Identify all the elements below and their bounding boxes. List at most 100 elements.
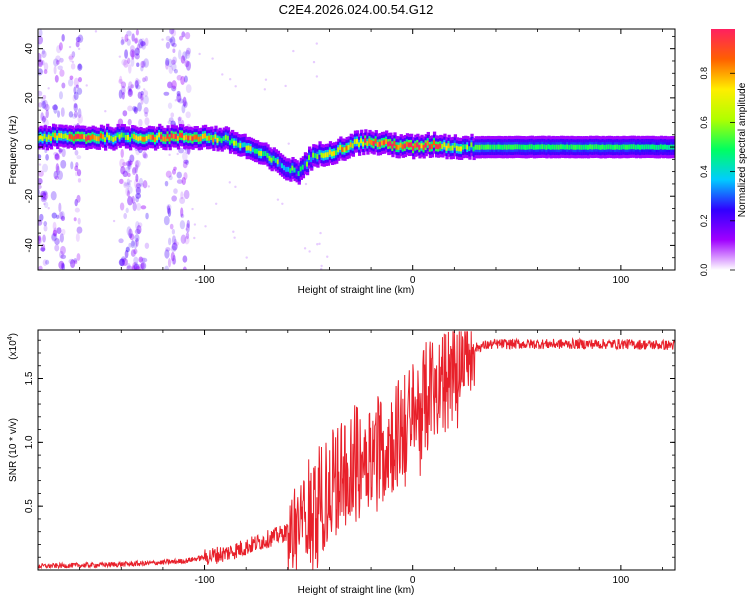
spectrogram-noise-dot bbox=[128, 89, 133, 96]
spectrogram-noise-dot bbox=[125, 207, 129, 214]
spectrogram-noise-dot bbox=[134, 77, 140, 88]
spectrogram-ridge-cell bbox=[83, 134, 87, 140]
spectrogram-noise-dot bbox=[126, 265, 133, 270]
spectrogram-noise-dot bbox=[164, 265, 169, 270]
spectrogram-noise-dot bbox=[76, 253, 81, 261]
spectrogram-panel: -100 0 100 -40 -20 0 20 40 Height of straight … bbox=[8, 28, 676, 296]
spectrogram-ridge-cell bbox=[457, 146, 462, 152]
spectrogram-noise-dot bbox=[134, 234, 140, 242]
spectrogram-noise-dot bbox=[171, 242, 178, 251]
spectrogram-noise-dot bbox=[94, 30, 98, 33]
spectrogram-noise-dot bbox=[73, 258, 78, 263]
spectrogram-noise-dot bbox=[69, 75, 74, 80]
spectrogram-ridge-cell bbox=[566, 144, 570, 150]
spectrogram-noise-dot bbox=[61, 82, 66, 89]
snr-y-exponent-base: (x10 bbox=[8, 340, 19, 360]
spectrogram-noise-dot bbox=[185, 111, 191, 119]
spectrogram-noise-dot bbox=[183, 172, 188, 180]
spectrogram-noise-dot bbox=[171, 42, 177, 48]
snr-panel: -100 0 100 0.5 1.0 1.5 Height of straight li… bbox=[7, 329, 676, 596]
spectrogram-noise-dot bbox=[53, 170, 58, 180]
spectrogram-noise-dot bbox=[72, 94, 77, 102]
spectrogram-x-axis-label: Height of straight line (km) bbox=[298, 285, 415, 296]
spectrogram-noise-dot bbox=[129, 49, 136, 58]
spectrogram-noise-dot bbox=[161, 38, 164, 41]
spectrogram-noise-dot bbox=[214, 202, 218, 205]
spectrogram-noise-dot bbox=[112, 219, 116, 223]
spectrogram-ridge-cell bbox=[162, 136, 166, 142]
spectrogram-ridge-cell bbox=[308, 155, 312, 161]
spectrogram-noise-dot bbox=[128, 64, 132, 74]
spectrogram-noise-dot bbox=[42, 259, 48, 267]
spectrogram-ridge-cell bbox=[139, 135, 143, 141]
spectrogram-noise-dot bbox=[221, 73, 224, 76]
spectrogram-noise-dot bbox=[182, 51, 188, 61]
spectrogram-noise-dot bbox=[133, 256, 139, 265]
spectrogram-noise-dot bbox=[138, 183, 145, 188]
spectrogram-ridge-cell bbox=[668, 144, 672, 150]
spectrogram-noise-dot bbox=[126, 226, 132, 236]
spectrogram-noise-dot bbox=[53, 151, 59, 157]
spectrogram-ridge-cell bbox=[651, 144, 655, 150]
spectrogram-noise-dot bbox=[74, 165, 79, 172]
spectrogram-ridge-cell bbox=[353, 139, 358, 145]
spectrogram-noise-dot bbox=[45, 154, 49, 161]
spectrogram-ridge-cell bbox=[212, 137, 216, 143]
spectrogram-noise-dot bbox=[58, 260, 65, 270]
spectrogram-noise-dot bbox=[172, 48, 176, 53]
spectrogram-noise-dot bbox=[128, 81, 133, 91]
spectrogram-noise-dot bbox=[61, 148, 66, 158]
spectrogram-ridge-cell bbox=[599, 144, 603, 150]
spectrogram-ridge-cell bbox=[626, 144, 630, 150]
spectrogram-ridge-cell bbox=[276, 159, 281, 165]
spectrogram-ridge-cell bbox=[91, 134, 95, 140]
spectrogram-noise-dot bbox=[60, 254, 67, 260]
spectrogram-ridge-cell bbox=[153, 137, 158, 142]
spectrogram-noise-dot bbox=[53, 103, 58, 114]
spectrogram-noise-dot bbox=[181, 31, 186, 38]
spectrogram-ridge-cell bbox=[283, 165, 287, 171]
spectrogram-ridge-cell bbox=[387, 141, 391, 147]
y-tick-label: 0.5 bbox=[24, 499, 35, 513]
spectrogram-noise-dot bbox=[140, 90, 144, 96]
spectrogram-noise-dot bbox=[119, 75, 123, 84]
spectrogram-noise-dot bbox=[119, 158, 125, 169]
spectrogram-x-ticks: -100 0 100 bbox=[37, 29, 663, 286]
spectrogram-ridge-cell bbox=[445, 145, 449, 151]
spectrogram-noise-dot bbox=[319, 231, 322, 235]
spectrogram-noise-dot bbox=[76, 155, 82, 160]
spectrogram-noise-dot bbox=[182, 266, 187, 270]
spectrogram-noise-dot bbox=[61, 263, 65, 270]
spectrogram-noise-dot bbox=[43, 69, 48, 75]
spectrogram-ridge-cell bbox=[151, 134, 156, 140]
spectrogram-noise-dot bbox=[41, 60, 45, 66]
spectrogram-noise-dot bbox=[41, 48, 46, 55]
spectrogram-ridge-cell bbox=[549, 144, 553, 150]
spectrogram-noise-dot bbox=[135, 196, 140, 203]
spectrogram-ridge-cell bbox=[64, 133, 68, 139]
spectrogram-noise-dot bbox=[130, 240, 135, 249]
spectrogram-ridge-cell bbox=[328, 149, 333, 155]
spectrogram-noise-dot bbox=[135, 183, 141, 189]
spectrogram-noise-dot bbox=[193, 223, 197, 226]
spectrogram-noise-dot bbox=[182, 100, 188, 108]
spectrogram-noise-dot bbox=[320, 267, 323, 270]
spectrogram-noise-dot bbox=[126, 30, 132, 37]
spectrogram-ridge-cell bbox=[112, 137, 116, 143]
spectrogram-noise-dot bbox=[144, 37, 149, 47]
spectrogram-noise-dot bbox=[184, 235, 190, 245]
spectrogram-ridge-cell bbox=[208, 135, 212, 141]
spectrogram-ridge-cell bbox=[226, 135, 231, 141]
spectrogram-noise-dot bbox=[186, 47, 191, 55]
spectrogram-noise-dot bbox=[164, 249, 170, 259]
spectrogram-ridge-cell bbox=[133, 134, 137, 140]
spectrogram-noise-dot bbox=[41, 50, 47, 59]
spectrogram-noise-dot bbox=[193, 236, 196, 240]
spectrogram-noise-dot bbox=[42, 99, 49, 110]
spectrogram-noise-dot bbox=[120, 39, 125, 46]
spectrogram-noise-dot bbox=[60, 107, 65, 117]
spectrogram-noise-dot bbox=[168, 117, 174, 123]
spectrogram-ridge-cell bbox=[574, 144, 578, 150]
spectrogram-noise-dot bbox=[125, 160, 132, 167]
spectrogram-noise-dot bbox=[145, 212, 149, 220]
